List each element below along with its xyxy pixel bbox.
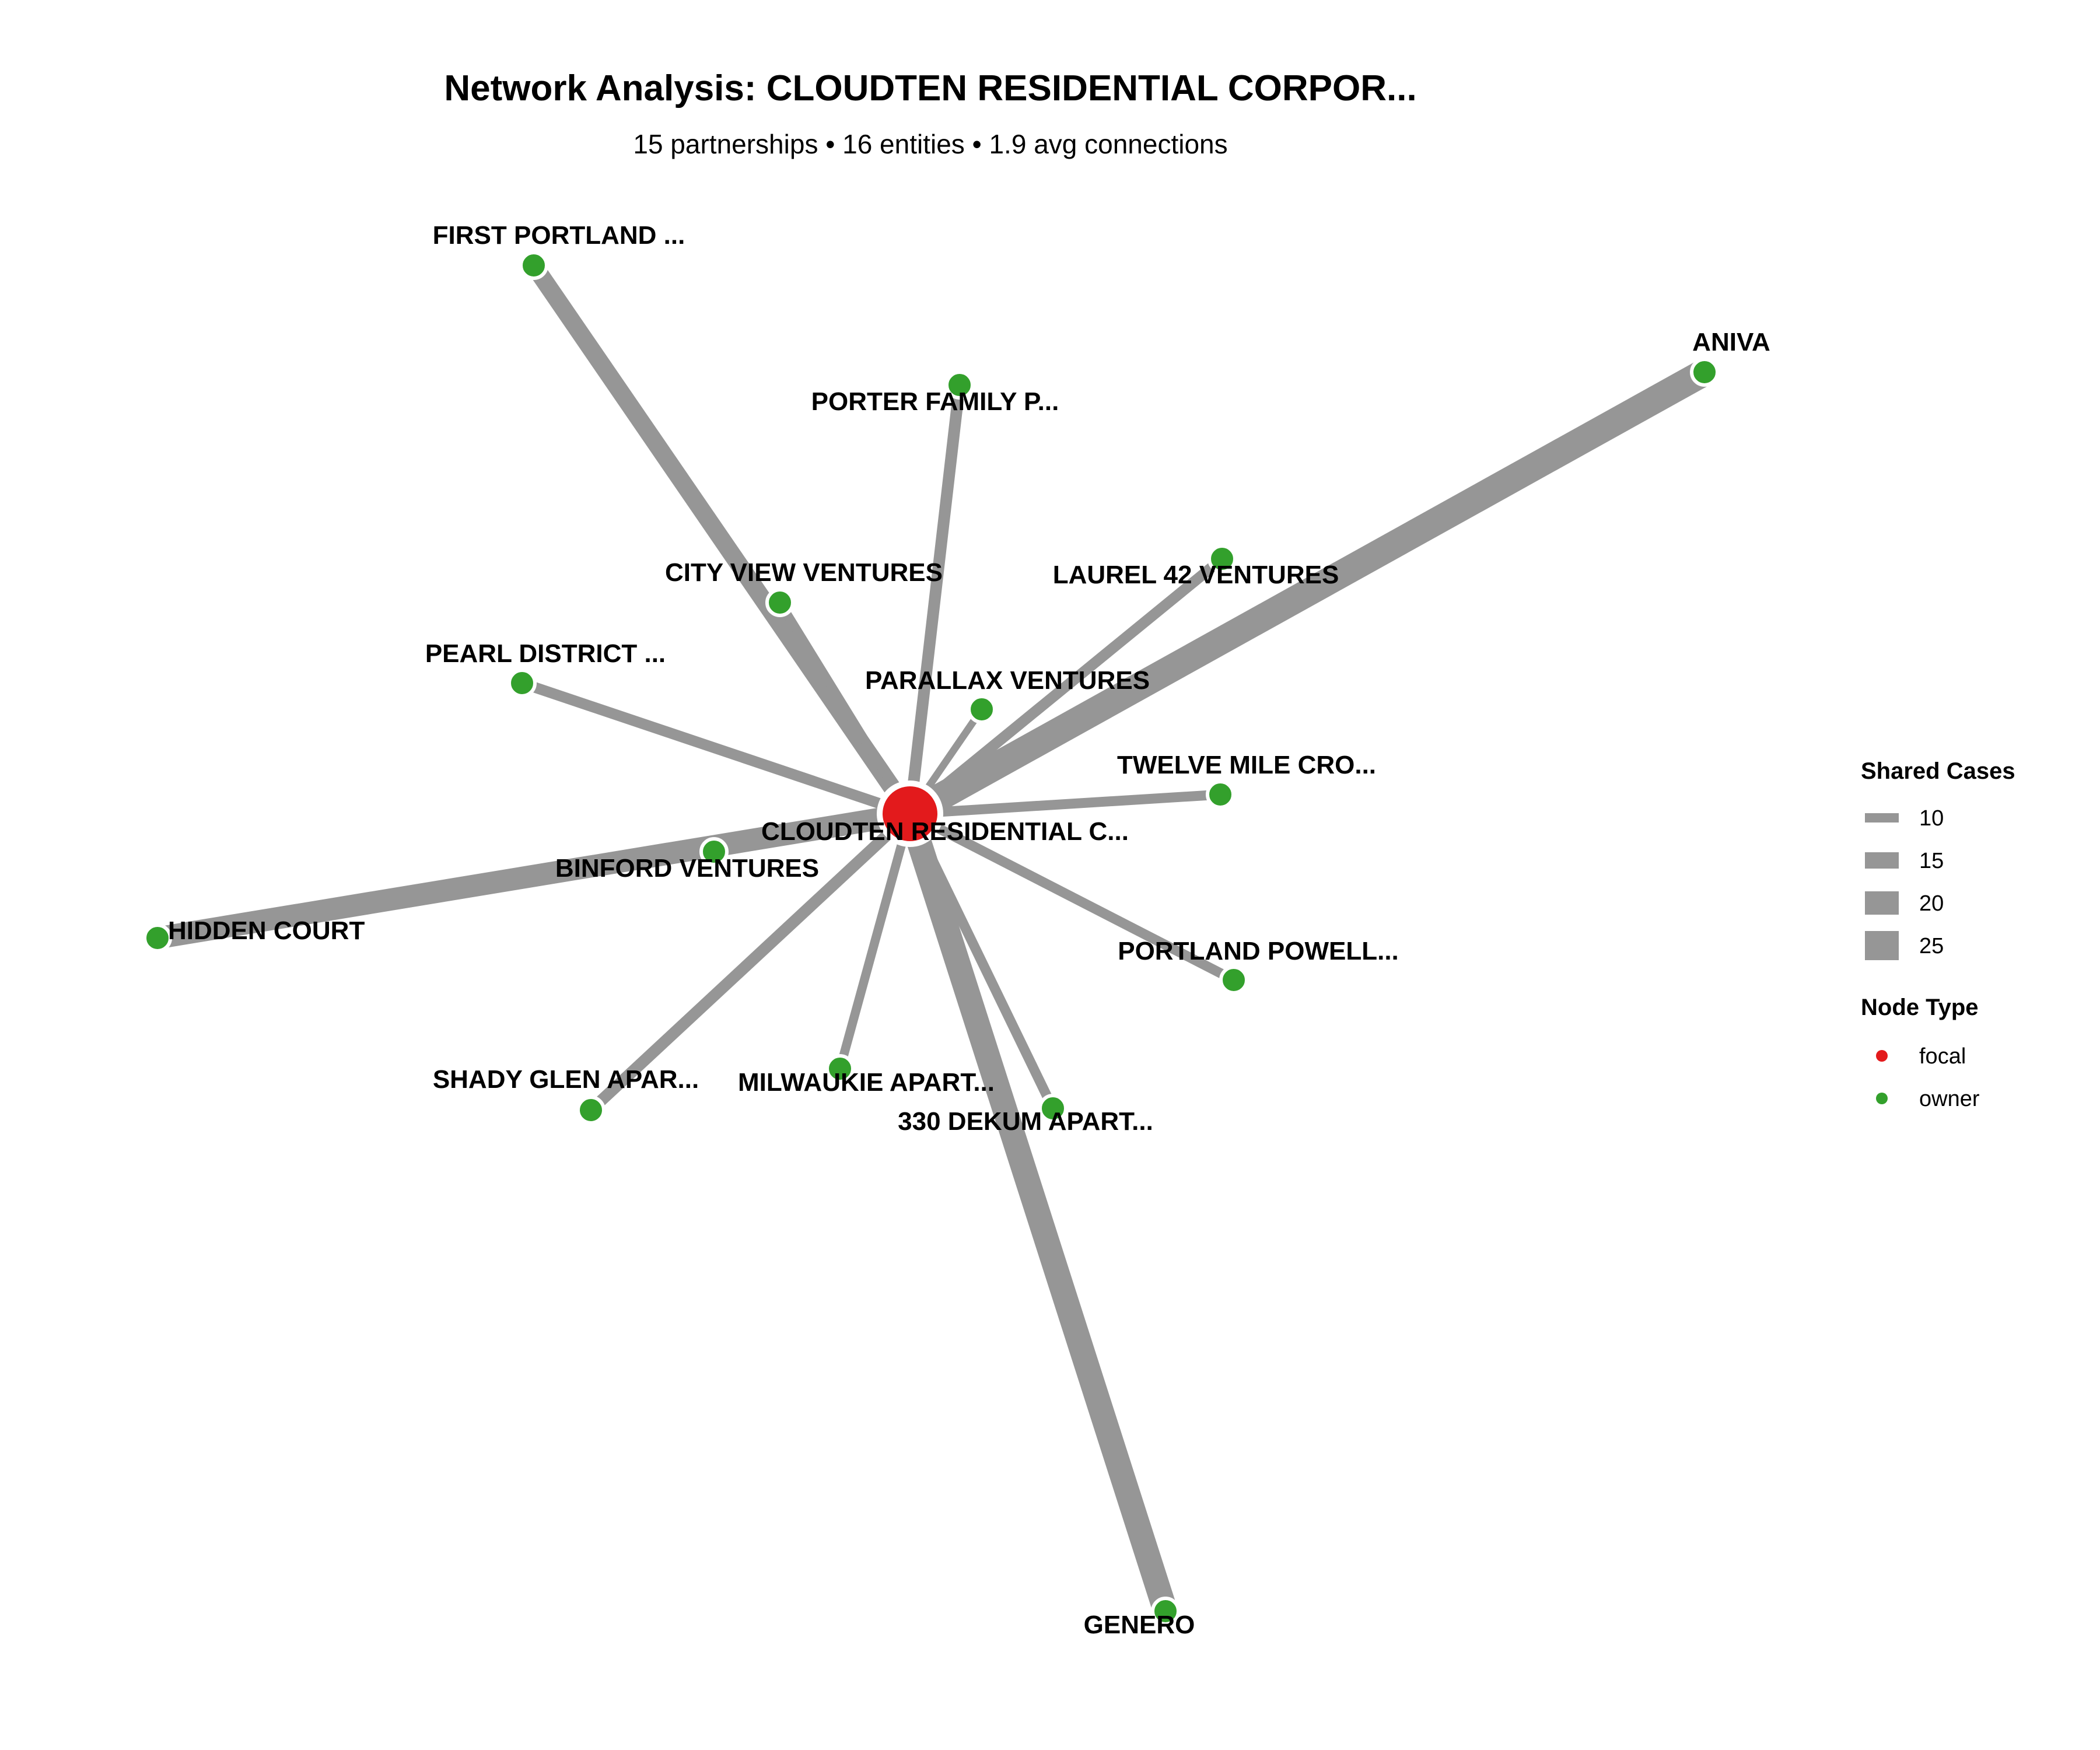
legend-key-shared-cases-25	[1865, 931, 1899, 960]
edge-milwaukie-apart	[835, 812, 915, 1070]
edge-first-portland	[526, 260, 918, 819]
legend-label-shared-cases-20: 20	[1919, 891, 1944, 916]
edge-shady-glen-apar	[587, 809, 914, 1115]
node-label-laurel-42-ventures: LAUREL 42 VENTURES	[1053, 561, 1339, 589]
edge-portland-powell	[908, 809, 1236, 985]
node-label-aniva: ANIVA	[1692, 328, 1770, 356]
legend-label-shared-cases-25: 25	[1919, 934, 1944, 958]
node-label-portland-powell: PORTLAND POWELL...	[1118, 937, 1399, 965]
node-label-330-dekum-apart: 330 DEKUM APART...	[898, 1107, 1153, 1136]
legend-title-node-type: Node Type	[1861, 995, 1979, 1020]
node-label-genero: GENERO	[1084, 1611, 1195, 1639]
owner-node-milwaukie-apart[interactable]	[825, 1054, 855, 1083]
legend-label-shared-cases-15: 15	[1919, 849, 1944, 873]
legend-title-shared-cases: Shared Cases	[1861, 758, 2015, 784]
owner-node-parallax-ventures[interactable]	[967, 695, 996, 724]
owner-node-first-portland[interactable]	[519, 251, 548, 280]
edge-pearl-district	[520, 678, 912, 819]
legend-key-shared-cases-10	[1865, 813, 1899, 822]
edge-genero	[898, 810, 1178, 1615]
node-label-parallax-ventures: PARALLAX VENTURES	[865, 666, 1150, 695]
legend-label-shared-cases-10: 10	[1919, 806, 1944, 831]
node-label-city-view-ventures: CITY VIEW VENTURES	[665, 558, 943, 587]
owner-node-binford-ventures[interactable]	[699, 837, 729, 866]
owner-node-portland-powell[interactable]	[1219, 965, 1248, 995]
owner-node-shady-glen-apar[interactable]	[576, 1096, 606, 1125]
node-label-binford-ventures: BINFORD VENTURES	[555, 854, 819, 883]
edge-porter-family-p	[904, 384, 965, 815]
edge-layer	[155, 260, 1712, 1615]
legend-key-shared-cases-20	[1865, 891, 1899, 915]
node-label-first-portland: FIRST PORTLAND ...	[433, 221, 685, 250]
edge-twelve-mile-cro	[909, 789, 1221, 819]
edge-city-view-ventures	[776, 600, 914, 817]
edge-binford-ventures	[713, 809, 911, 856]
owner-node-city-view-ventures[interactable]	[765, 588, 794, 617]
chart-subtitle: 15 partnerships • 16 entities • 1.9 avg …	[633, 129, 1227, 159]
owner-node-pearl-district[interactable]	[508, 668, 537, 698]
focal-node-cloudten-residential-c[interactable]	[877, 780, 943, 847]
node-label-cloudten-residential-c: CLOUDTEN RESIDENTIAL C...	[761, 817, 1129, 846]
legend-label-node-focal: focal	[1919, 1044, 1966, 1069]
edge-aniva	[903, 360, 1712, 826]
node-label-twelve-mile-cro: TWELVE MILE CRO...	[1117, 751, 1376, 779]
owner-node-genero[interactable]	[1151, 1597, 1180, 1626]
legend-key-shared-cases-15	[1865, 852, 1899, 869]
owner-node-twelve-mile-cro[interactable]	[1206, 780, 1235, 809]
legend-key-node-owner	[1876, 1093, 1888, 1104]
owner-node-laurel-42-ventures[interactable]	[1208, 544, 1237, 573]
node-layer	[143, 251, 1719, 1626]
owner-node-porter-family-p[interactable]	[945, 370, 974, 400]
owner-node-aniva[interactable]	[1690, 358, 1719, 387]
legend-label-node-owner: owner	[1919, 1087, 1980, 1111]
label-layer: CLOUDTEN RESIDENTIAL C... FIRST PORTLAND …	[168, 221, 1770, 1639]
edge-laurel-42-ventures	[907, 554, 1226, 818]
legend: Shared Cases 10 15 20 25 Node Type focal owner	[1861, 758, 2015, 1111]
node-label-pearl-district: PEARL DISTRICT ...	[425, 639, 666, 668]
node-label-milwaukie-apart: MILWAUKIE APART...	[738, 1068, 995, 1097]
node-label-hidden-court: HIDDEN COURT	[168, 916, 365, 945]
node-label-porter-family-p: PORTER FAMILY P...	[811, 387, 1059, 416]
edge-330-dekum-apart	[905, 811, 1058, 1111]
node-label-shady-glen-apar: SHADY GLEN APAR...	[433, 1065, 699, 1094]
owner-node-hidden-court[interactable]	[143, 923, 172, 953]
legend-key-node-focal	[1876, 1050, 1888, 1062]
owner-node-330-dekum-apart[interactable]	[1038, 1094, 1068, 1123]
chart-title: Network Analysis: CLOUDTEN RESIDENTIAL C…	[444, 68, 1416, 108]
